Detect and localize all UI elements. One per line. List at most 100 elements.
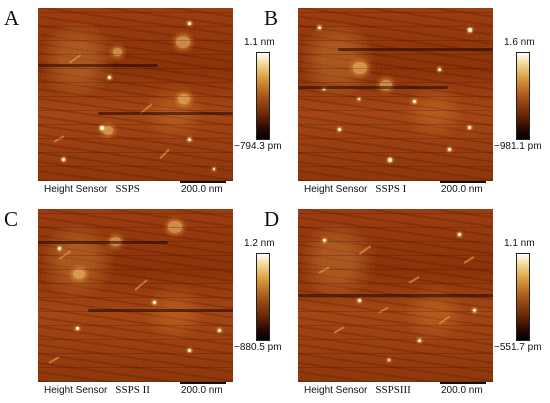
sample-label: SSPS — [115, 183, 140, 195]
image-caption: Height Sensor SSPS II — [44, 384, 150, 396]
particle — [188, 138, 191, 141]
aggregate-blob — [353, 62, 367, 74]
fibril-streak — [358, 245, 372, 255]
fibril-streak — [463, 255, 475, 265]
scan-line — [38, 64, 158, 67]
afm-panel-c: C Height Sensor SSPS II 200.0 nm 1.2 nm −… — [0, 201, 282, 402]
particle — [388, 158, 392, 162]
particle — [438, 68, 441, 71]
sample-label: SSPS II — [115, 384, 150, 396]
particle — [358, 98, 360, 100]
afm-panel-d: D Height Sensor SSPSIII 200.0 nm 1.1 nm −… — [260, 201, 542, 402]
particle — [473, 309, 476, 312]
colorbar-min-label: −981.1 pm — [494, 141, 542, 152]
colorbar-max-label: 1.6 nm — [504, 37, 535, 48]
sample-label: SSPSIII — [375, 384, 411, 396]
particle — [448, 148, 451, 151]
aggregate-blob — [168, 221, 182, 233]
scale-bar-label: 200.0 nm — [181, 385, 223, 396]
fibril-streak — [159, 148, 170, 160]
afm-height-image — [38, 8, 233, 181]
fibril-streak — [438, 315, 451, 325]
particle — [58, 247, 61, 250]
fibril-streak — [134, 279, 148, 291]
particle — [468, 28, 472, 32]
fibril-streak — [48, 356, 60, 364]
image-caption: Height Sensor SSPSIII — [304, 384, 411, 396]
aggregate-blob — [178, 94, 190, 104]
scale-bar — [180, 181, 226, 183]
scale-bar-label: 200.0 nm — [181, 184, 223, 195]
channel-label: Height Sensor — [304, 385, 368, 396]
image-caption: Height Sensor SSPS — [44, 183, 140, 195]
particle — [458, 233, 461, 236]
fibril-streak — [139, 103, 153, 115]
fibril-streak — [333, 326, 345, 334]
scan-line — [298, 86, 448, 89]
aggregate-blob — [176, 36, 190, 48]
particle — [418, 339, 421, 342]
particle — [62, 158, 65, 161]
aggregate-blob — [103, 126, 113, 135]
fibril-streak — [318, 266, 330, 274]
channel-label: Height Sensor — [304, 184, 368, 195]
particle — [468, 126, 471, 129]
aggregate-blob — [110, 237, 121, 246]
colorbar-max-label: 1.2 nm — [244, 238, 275, 249]
particle — [413, 100, 416, 103]
afm-height-image — [298, 209, 493, 382]
fibril-streak — [53, 135, 65, 143]
particle — [318, 26, 321, 29]
height-colorbar — [516, 253, 530, 341]
fibril-streak — [68, 54, 82, 64]
afm-height-image — [38, 209, 233, 382]
particle — [213, 168, 215, 170]
height-colorbar — [256, 253, 270, 341]
colorbar-min-label: −880.5 pm — [234, 342, 282, 353]
panel-letter: A — [4, 6, 20, 30]
aggregate-blob — [113, 48, 122, 56]
colorbar-max-label: 1.1 nm — [244, 37, 275, 48]
particle — [188, 22, 191, 25]
fibril-streak — [58, 250, 72, 260]
particle — [100, 126, 104, 130]
colorbar-min-label: −551.7 pm — [494, 342, 542, 353]
aggregate-blob — [380, 80, 392, 90]
scale-bar-label: 200.0 nm — [441, 385, 483, 396]
afm-panel-b: B Height Sensor SSPS I 200.0 nm 1.6 nm −9… — [260, 0, 542, 201]
scale-bar — [180, 382, 226, 384]
fibril-streak — [408, 276, 420, 284]
panel-letter: C — [4, 207, 19, 231]
panel-letter: D — [264, 207, 280, 231]
particle — [108, 76, 111, 79]
scan-line — [38, 241, 168, 244]
afm-height-image — [298, 8, 493, 181]
particle — [188, 349, 191, 352]
scan-line — [338, 48, 493, 51]
colorbar-max-label: 1.1 nm — [504, 238, 535, 249]
particle — [218, 329, 221, 332]
particle — [323, 88, 325, 90]
aggregate-blob — [73, 269, 85, 279]
height-colorbar — [256, 52, 270, 140]
scale-bar — [440, 382, 486, 384]
scale-bar-label: 200.0 nm — [441, 184, 483, 195]
afm-panel-a: A Height Sensor SSPS 200.0 nm 1.1 nm −794… — [0, 0, 282, 201]
particle — [323, 239, 326, 242]
scan-line — [88, 309, 233, 312]
height-colorbar — [516, 52, 530, 140]
particle — [153, 301, 156, 304]
channel-label: Height Sensor — [44, 184, 108, 195]
scan-line — [298, 294, 493, 297]
fibril-streak — [378, 306, 389, 314]
colorbar-min-label: −794.3 pm — [234, 141, 282, 152]
particle — [338, 128, 341, 131]
particle — [76, 327, 79, 330]
sample-label: SSPS I — [375, 183, 407, 195]
scan-line — [98, 112, 233, 115]
particle — [358, 299, 361, 302]
scale-bar — [440, 181, 486, 183]
channel-label: Height Sensor — [44, 385, 108, 396]
panel-letter: B — [264, 6, 279, 30]
particle — [388, 359, 390, 361]
